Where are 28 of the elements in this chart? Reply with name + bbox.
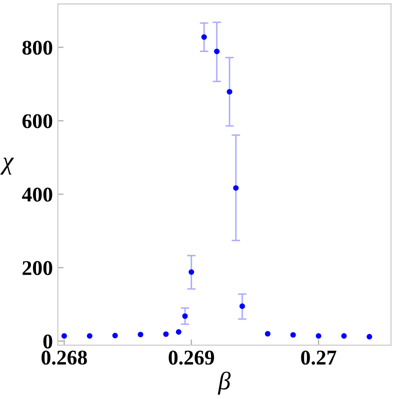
y-tick-label: 800	[22, 40, 52, 55]
point	[341, 333, 347, 339]
x-tick-label: 0.269	[168, 350, 214, 365]
point	[188, 269, 194, 275]
point	[182, 313, 188, 319]
y-tick-label: 600	[22, 114, 52, 128]
point	[264, 330, 270, 337]
point	[61, 333, 67, 339]
point	[214, 48, 220, 54]
point	[316, 333, 322, 339]
point	[138, 332, 144, 338]
point	[290, 332, 296, 338]
y-tick-label: 0	[43, 334, 52, 349]
point	[233, 185, 239, 191]
point	[366, 334, 372, 340]
y-axis-title: χ	[0, 158, 14, 175]
y-tick-label: 400	[22, 188, 52, 202]
point	[239, 303, 246, 309]
point	[201, 34, 207, 40]
x-axis-title: β	[218, 372, 231, 395]
y-tick-label: 200	[22, 261, 52, 276]
point	[226, 88, 232, 95]
point	[163, 331, 169, 337]
x-tick-label: 0.27	[301, 350, 336, 365]
point	[86, 333, 92, 339]
point	[112, 332, 118, 338]
x-tick-label: 0.268	[42, 350, 87, 365]
point	[176, 329, 182, 335]
